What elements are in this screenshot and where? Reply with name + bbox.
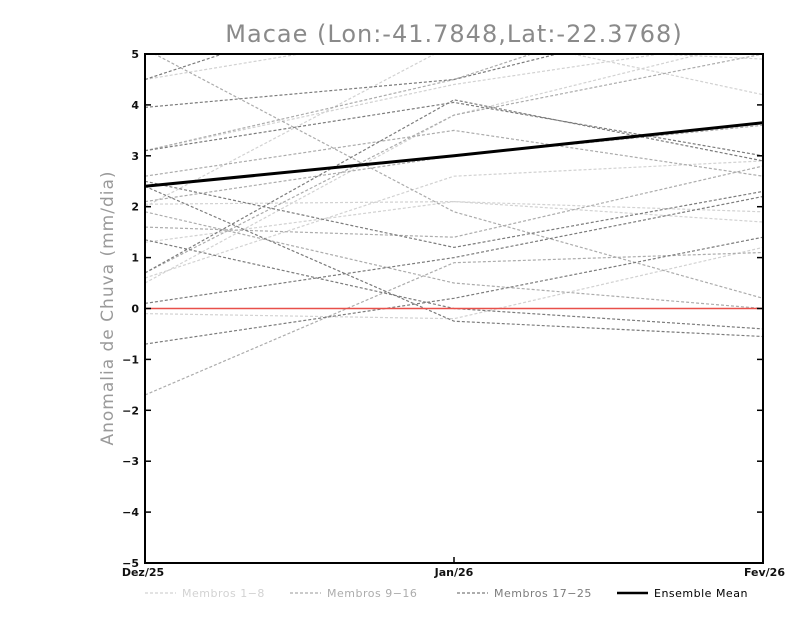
legend-label: Ensemble Mean (654, 587, 748, 600)
ensemble-mean-line (145, 121, 763, 188)
y-tick-label: −5 (122, 557, 139, 570)
y-tick-label: 5 (131, 48, 139, 61)
member-series-line-5 (145, 54, 763, 208)
y-tick-label: 0 (131, 303, 139, 316)
y-tick-label: 1 (131, 252, 139, 265)
y-tick-label: 4 (131, 99, 139, 112)
y-tick-label: −2 (122, 404, 139, 417)
member-series-line-13 (145, 251, 763, 396)
member-series-line-4 (145, 246, 763, 320)
legend-label: Membros 17−25 (494, 587, 592, 600)
y-axis-label: Anomalia de Chuva (mm/dia) (98, 170, 118, 445)
member-series-line-3 (145, 160, 763, 279)
member-series-line-9 (153, 54, 763, 299)
x-tick-label: Jan/26 (434, 566, 474, 579)
legend-label: Membros 9−16 (327, 587, 417, 600)
chart-title: Macae (Lon:-41.7848,Lat:-22.3768) (225, 20, 682, 48)
member-series-line-17 (145, 54, 560, 108)
y-tick-label: 2 (131, 201, 139, 214)
member-series-line-15 (145, 54, 763, 274)
member-series-line-24 (145, 185, 763, 338)
member-series-line-6 (145, 200, 763, 243)
member-series-line-11 (145, 129, 763, 177)
x-tick-label: Dez/25 (122, 566, 164, 579)
y-tick-label: −4 (122, 506, 139, 519)
member-series-line-18 (145, 180, 763, 249)
member-series-line-25 (145, 101, 763, 157)
legend-label: Membros 1−8 (182, 587, 265, 600)
member-series-line-2 (145, 200, 763, 223)
y-tick-label: 3 (131, 150, 139, 163)
member-series-line-20 (145, 195, 763, 304)
member-series-line-12 (145, 165, 763, 238)
member-series-line-21 (145, 236, 763, 345)
member-series-line-8 (145, 54, 704, 284)
member-series-line-1 (145, 54, 664, 152)
member-series-line-10 (145, 211, 763, 310)
y-tick-label: −3 (122, 455, 139, 468)
member-series-line-16 (145, 124, 763, 203)
x-tick-label: Fev/26 (744, 566, 785, 579)
y-tick-label: −1 (122, 353, 139, 366)
